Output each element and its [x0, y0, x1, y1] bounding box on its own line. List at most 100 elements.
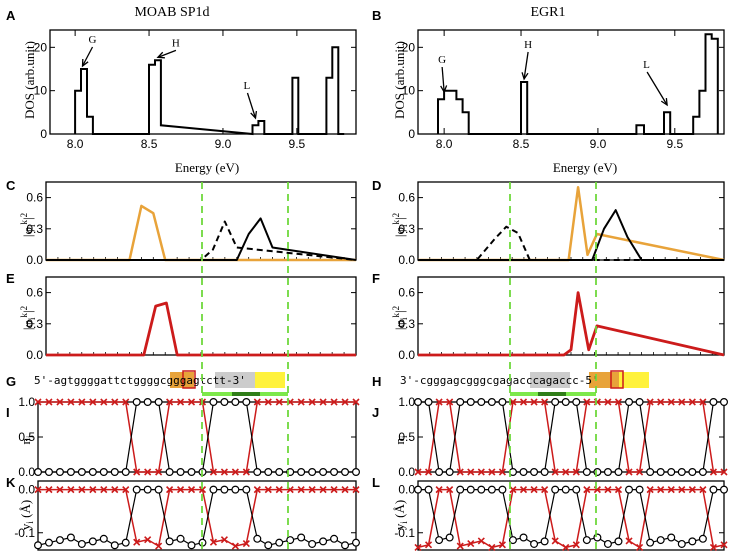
annotation-arrow-b	[523, 51, 529, 80]
annotation-h-b: H	[524, 39, 532, 51]
series-line-red-j	[418, 401, 724, 473]
marker-circle-l	[656, 536, 665, 545]
marker-cross-k	[155, 542, 163, 550]
marker-circle-i	[143, 398, 152, 407]
ytick-label-b: 20	[402, 40, 416, 54]
annotation-arrowhead-b	[440, 85, 448, 94]
ylabel-d: |φik|2	[391, 213, 409, 237]
marker-cross-k	[100, 486, 108, 494]
marker-cross-j	[583, 398, 591, 406]
marker-cross-k	[220, 536, 228, 544]
marker-circle-i	[341, 468, 350, 477]
marker-circle-k	[275, 538, 284, 547]
marker-circle-l	[551, 485, 560, 494]
marker-cross-l	[509, 486, 517, 494]
marker-cross-k	[176, 486, 185, 494]
marker-circle-k	[242, 485, 251, 494]
marker-circle-k	[209, 485, 218, 494]
marker-circle-l	[561, 485, 570, 494]
ytick-label-a: 0	[40, 127, 47, 141]
marker-cross-l	[583, 486, 591, 494]
xtick-label-a: 8.5	[141, 137, 158, 151]
ylabel-f: |φik|2	[391, 306, 409, 330]
marker-circle-l	[572, 485, 581, 494]
panel-label-b: B	[372, 8, 381, 23]
svg-text:ni: ni	[18, 435, 35, 445]
dos-histogram-a	[74, 46, 345, 136]
marker-cross-k	[352, 486, 360, 494]
marker-circle-k	[286, 536, 295, 545]
dos-histogram-b	[437, 33, 719, 135]
marker-cross-k	[144, 536, 152, 544]
svg-text:|φik|2: |φik|2	[391, 213, 409, 237]
marker-cross-k	[198, 486, 207, 494]
marker-cross-j	[414, 468, 422, 476]
marker-cross-l	[657, 486, 665, 494]
marker-circle-k	[66, 533, 75, 542]
marker-cross-l	[667, 486, 675, 494]
series-line-black-i	[38, 401, 356, 473]
marker-circle-j	[445, 468, 454, 477]
marker-cross-l	[541, 486, 549, 494]
marker-circle-k	[176, 534, 185, 543]
marker-cross-j	[720, 468, 728, 476]
marker-cross-i	[341, 398, 349, 406]
title-a: MOAB SP1d	[134, 5, 209, 20]
xtick-label-b: 9.0	[590, 137, 607, 151]
xlabel-a: Energy (eV)	[175, 160, 239, 175]
marker-circle-k	[99, 534, 108, 543]
marker-circle-i	[66, 468, 75, 477]
orbital-line-g-d	[418, 185, 725, 262]
marker-cross-j	[667, 398, 675, 406]
marker-circle-l	[530, 539, 539, 548]
marker-circle-k	[154, 485, 163, 494]
marker-circle-l	[677, 539, 686, 548]
orbital-line-g-c	[46, 204, 356, 262]
marker-circle-j	[424, 398, 433, 407]
marker-cross-i	[209, 468, 218, 476]
marker-cross-i	[34, 398, 42, 406]
marker-cross-i	[122, 398, 130, 406]
marker-cross-j	[424, 468, 433, 476]
marker-circle-k	[132, 485, 141, 494]
ytick-label-j: 0.5	[398, 430, 415, 444]
marker-circle-k	[352, 538, 361, 547]
marker-cross-k	[89, 486, 97, 494]
orbital-line-h-d	[418, 225, 724, 261]
series-line-red-i	[38, 401, 356, 473]
marker-circle-k	[110, 541, 119, 550]
plot-frame-l	[417, 480, 725, 551]
ytick-label-b: 0	[408, 127, 415, 141]
marker-cross-i	[45, 398, 53, 406]
marker-circle-k	[143, 485, 152, 494]
marker-cross-l	[572, 541, 580, 549]
marker-cross-l	[709, 543, 718, 551]
highlight-yellow-left	[255, 372, 285, 388]
marker-cross-l	[446, 486, 454, 494]
marker-cross-i	[275, 398, 283, 406]
svg-text:|φik|2: |φik|2	[391, 306, 409, 330]
marker-cross-k	[308, 486, 316, 494]
marker-cross-j	[699, 398, 707, 406]
marker-cross-i	[253, 398, 261, 406]
marker-circle-l	[487, 485, 496, 494]
annotation-h-a: H	[172, 37, 180, 49]
marker-cross-j	[551, 468, 559, 476]
xtick-label-a: 8.0	[67, 137, 84, 151]
marker-cross-j	[456, 468, 464, 476]
marker-cross-l	[720, 541, 728, 549]
marker-circle-k	[253, 534, 262, 543]
marker-cross-k	[319, 486, 327, 494]
marker-cross-j	[604, 398, 612, 406]
marker-circle-l	[540, 537, 549, 546]
marker-circle-k	[187, 541, 196, 550]
marker-circle-i	[154, 398, 163, 407]
marker-circle-i	[319, 468, 328, 477]
svg-text:|φik|2: |φik|2	[19, 213, 37, 237]
ytick-label-f: 0.0	[398, 348, 415, 362]
annotation-arrow-a	[81, 46, 94, 67]
marker-cross-l	[604, 486, 612, 494]
marker-circle-i	[253, 468, 262, 477]
annotation-arrow-a	[157, 49, 177, 58]
